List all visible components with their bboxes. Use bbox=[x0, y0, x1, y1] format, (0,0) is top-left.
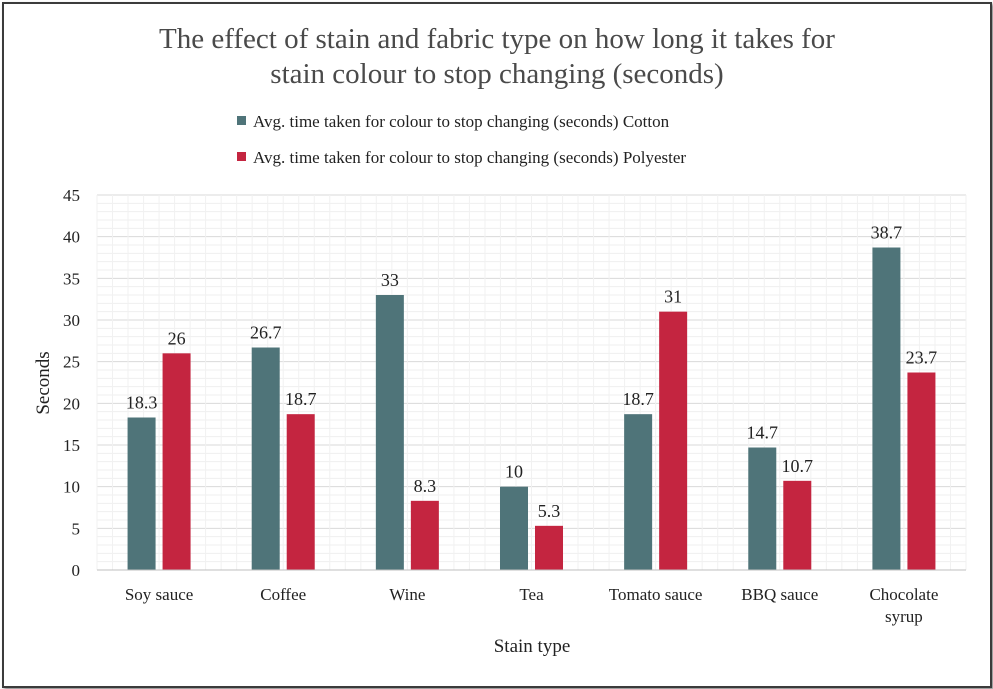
y-tick-label: 40 bbox=[63, 228, 80, 247]
x-tick-label: Chocolate bbox=[869, 585, 938, 604]
bar-cotton bbox=[500, 486, 528, 570]
x-tick-label: BBQ sauce bbox=[741, 585, 818, 604]
y-tick-label: 10 bbox=[63, 478, 80, 497]
x-axis-ticks: Soy sauce Coffee Wine Tea Tomato sauce BBQ sa… bbox=[125, 585, 939, 626]
legend: Avg. time taken for colour to stop chang… bbox=[237, 112, 686, 167]
chart-title: The effect of stain and fabric type on h… bbox=[159, 23, 835, 90]
x-tick-label: Soy sauce bbox=[125, 585, 193, 604]
legend-swatch-polyester bbox=[237, 152, 246, 161]
bar-polyester bbox=[162, 353, 191, 570]
y-tick-label: 30 bbox=[63, 311, 80, 330]
y-tick-label: 15 bbox=[63, 436, 80, 455]
legend-label-polyester: Avg. time taken for colour to stop chang… bbox=[253, 148, 686, 167]
bar-cotton bbox=[375, 295, 404, 570]
data-label: 10 bbox=[505, 462, 523, 482]
bar-cotton bbox=[251, 347, 280, 570]
x-tick-label: Coffee bbox=[260, 585, 306, 604]
data-label: 18.7 bbox=[622, 389, 654, 409]
legend-swatch-cotton bbox=[237, 116, 246, 125]
chart-title-line-1: The effect of stain and fabric type on h… bbox=[159, 23, 835, 55]
bar-polyester bbox=[286, 414, 315, 570]
bar-cotton bbox=[127, 417, 156, 570]
data-label: 31 bbox=[664, 287, 682, 307]
x-tick-label: Tea bbox=[519, 585, 544, 604]
data-label: 26.7 bbox=[250, 323, 282, 343]
data-label: 10.7 bbox=[782, 456, 814, 476]
bar-cotton bbox=[872, 247, 901, 570]
data-label: 26 bbox=[168, 328, 186, 348]
data-label: 14.7 bbox=[747, 423, 779, 443]
y-tick-label: 0 bbox=[72, 561, 81, 580]
bars bbox=[127, 247, 936, 570]
bar-polyester bbox=[659, 311, 688, 570]
y-tick-label: 25 bbox=[63, 353, 80, 372]
x-tick-label: Wine bbox=[389, 585, 425, 604]
y-tick-label: 45 bbox=[63, 186, 80, 205]
x-axis-label: Stain type bbox=[494, 636, 571, 657]
bar-polyester bbox=[907, 372, 936, 570]
y-axis-ticks: 0 5 10 15 20 25 30 35 40 45 bbox=[63, 186, 80, 580]
x-tick-label: syrup bbox=[885, 607, 923, 626]
x-tick-label: Tomato sauce bbox=[609, 585, 703, 604]
chart-title-line-2: stain colour to stop changing (seconds) bbox=[270, 58, 723, 90]
y-tick-label: 20 bbox=[63, 394, 80, 413]
data-label: 33 bbox=[381, 270, 399, 290]
data-label: 18.3 bbox=[126, 393, 158, 413]
bar-polyester bbox=[783, 480, 812, 570]
y-tick-label: 35 bbox=[63, 269, 80, 288]
data-label: 5.3 bbox=[538, 501, 561, 521]
legend-label-cotton: Avg. time taken for colour to stop chang… bbox=[253, 112, 670, 131]
bar-cotton bbox=[624, 414, 653, 570]
bar-cotton bbox=[748, 447, 777, 570]
y-axis-label: Seconds bbox=[33, 351, 54, 414]
data-label: 23.7 bbox=[906, 348, 938, 368]
data-label: 8.3 bbox=[414, 476, 437, 496]
data-label: 18.7 bbox=[285, 389, 317, 409]
bar-polyester bbox=[410, 500, 439, 570]
gridlines bbox=[96, 194, 967, 570]
data-labels: 18.3 26 26.7 18.7 33 8.3 10 5.3 18.7 31 14.710.7 38… bbox=[126, 223, 937, 521]
data-label: 38.7 bbox=[871, 223, 903, 243]
y-tick-label: 5 bbox=[72, 519, 81, 538]
bar-polyester bbox=[535, 525, 563, 570]
